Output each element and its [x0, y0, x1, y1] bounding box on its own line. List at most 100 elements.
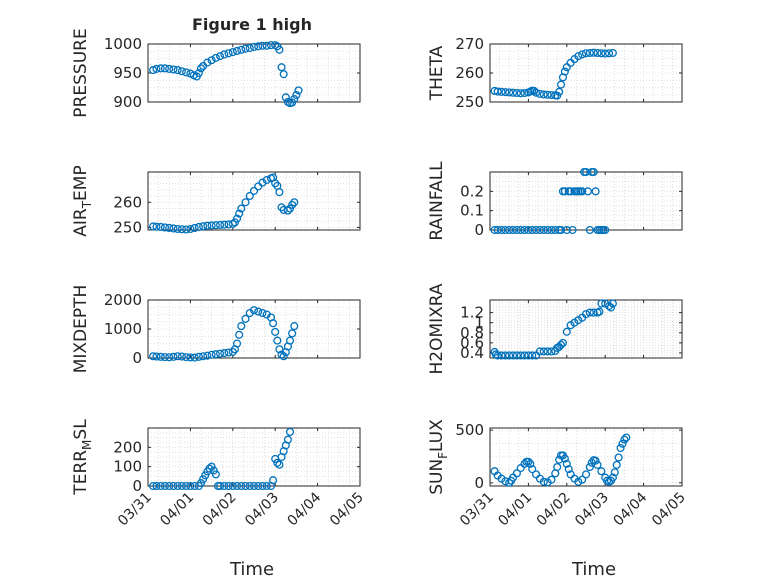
data-point [581, 167, 591, 177]
data-point [249, 186, 259, 195]
data-point [516, 89, 525, 98]
data-point [149, 66, 158, 75]
data-point [186, 353, 195, 362]
data-point [203, 58, 212, 67]
data-point [593, 460, 602, 469]
data-point [258, 308, 267, 318]
data-point [597, 299, 606, 308]
data-point [581, 49, 591, 58]
data-point [201, 471, 210, 480]
y-axis-label-tail: SL [71, 419, 91, 440]
data-point [493, 351, 502, 360]
data-point [258, 41, 267, 50]
y-axis-label-main: H2OMIXRA [427, 283, 447, 374]
data-point [232, 481, 242, 491]
data-point [152, 352, 161, 361]
data-point [216, 481, 225, 491]
y-axis-label: RAINFALL [427, 161, 447, 241]
data-point [190, 223, 199, 233]
y-tick-label: 1000 [104, 320, 142, 338]
x-tick-label: 04/03 [572, 490, 612, 530]
data-point [556, 340, 566, 349]
data-point [182, 225, 191, 234]
data-point [245, 481, 254, 491]
data-point [199, 352, 208, 361]
data-point [156, 481, 165, 491]
data-point [556, 225, 566, 235]
data-point [277, 203, 286, 212]
data-point [220, 481, 229, 491]
data-point [505, 351, 514, 360]
data-point [241, 44, 250, 53]
y-axis-label-main: RAINFALL [427, 161, 447, 241]
subplot-5: 0 1000 2000 MIXDEPTH [71, 285, 361, 373]
data-point [220, 349, 229, 358]
data-point [220, 220, 229, 229]
data-point [258, 481, 267, 491]
data-point [152, 222, 161, 231]
data-point [581, 310, 591, 319]
data-point [237, 45, 246, 54]
data-point [526, 459, 535, 468]
data-point [535, 89, 544, 98]
data-point [279, 70, 288, 79]
x-tick-label: 04/01 [157, 490, 197, 530]
data-point [254, 42, 263, 51]
data-point [543, 90, 552, 99]
data-point [149, 222, 158, 231]
data-point [556, 80, 566, 89]
data-point [520, 459, 529, 468]
data-point [211, 221, 220, 230]
data-point [186, 481, 195, 491]
data-point [574, 52, 583, 61]
y-tick-label: 0 [132, 477, 142, 495]
y-tick-label: 2000 [104, 291, 142, 309]
data-point [601, 49, 610, 58]
data-point [539, 225, 548, 235]
data-point [562, 459, 571, 468]
data-point [589, 308, 598, 317]
data-point [539, 347, 548, 356]
data-point [608, 473, 617, 482]
data-point [186, 224, 195, 234]
data-point [281, 93, 290, 102]
data-point [173, 481, 182, 491]
data-point [520, 225, 529, 235]
data-point [581, 470, 591, 479]
data-point [207, 221, 216, 230]
data-point [547, 347, 556, 356]
data-point [275, 345, 284, 354]
data-point [199, 222, 208, 231]
data-point [520, 351, 529, 360]
data-point [508, 351, 518, 360]
data-point [595, 307, 604, 316]
x-tick-label: 04/02 [534, 490, 574, 530]
data-point [560, 67, 569, 76]
data-point [216, 349, 225, 358]
data-point [497, 351, 506, 360]
data-point [578, 50, 587, 59]
data-point [574, 477, 583, 486]
data-point [501, 477, 510, 486]
data-point [591, 187, 600, 196]
data-point [547, 475, 556, 484]
y-axis-label-main: TERR [71, 450, 91, 496]
x-tick-label: 04/02 [200, 490, 240, 530]
data-point [583, 187, 592, 196]
y-tick-label: 250 [113, 218, 142, 236]
data-point [528, 351, 537, 360]
y-tick-label: 200 [113, 438, 142, 456]
data-point [232, 46, 242, 56]
data-point [173, 66, 182, 75]
data-point [207, 350, 216, 359]
data-point [245, 191, 254, 201]
subplot-1: 900 950 1000 PRESSURE [71, 28, 361, 118]
data-point [589, 48, 598, 57]
data-point [254, 182, 263, 191]
y-axis-label-main: THETA [427, 45, 447, 101]
data-point [555, 87, 564, 96]
subplot-3: 250 260 AIRTEMP [71, 165, 361, 237]
data-point [160, 223, 170, 232]
